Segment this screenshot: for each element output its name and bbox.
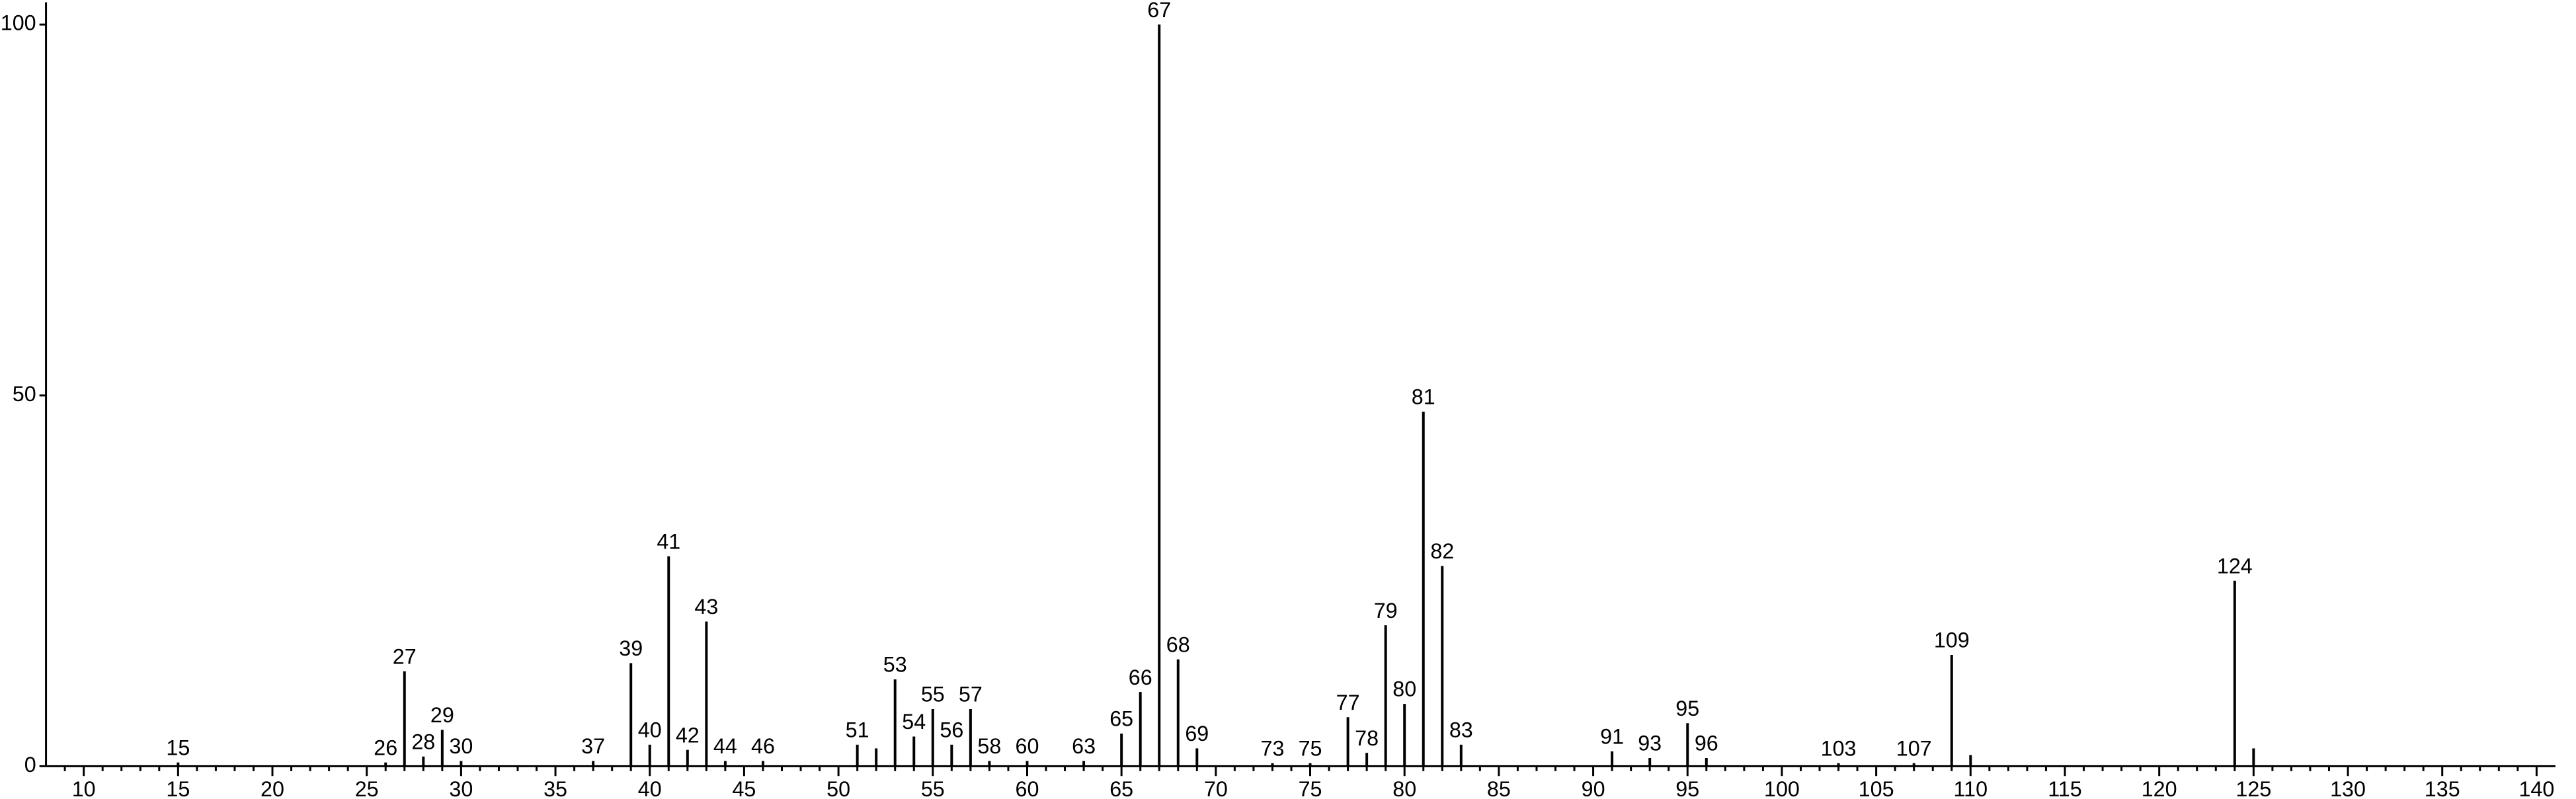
peak-label: 57 (959, 683, 983, 706)
peak-label: 29 (430, 703, 454, 727)
peak-label: 65 (1109, 707, 1133, 731)
x-tick-label: 45 (732, 777, 756, 799)
peak-label: 93 (1638, 732, 1662, 755)
x-tick-label: 140 (2518, 777, 2554, 799)
peak-label: 66 (1129, 666, 1152, 689)
x-tick-label: 100 (1764, 777, 1800, 799)
peak-label: 51 (846, 718, 869, 742)
peak-label: 81 (1412, 385, 1435, 409)
x-tick-label: 115 (2048, 777, 2081, 799)
x-tick-label: 105 (1859, 777, 1894, 799)
peak-label: 78 (1355, 726, 1379, 750)
peak-label: 75 (1299, 737, 1322, 761)
peak-label: 27 (393, 644, 417, 668)
peak-label: 95 (1675, 697, 1699, 720)
peak-label: 68 (1166, 632, 1190, 656)
x-tick-label: 15 (166, 777, 190, 799)
x-tick-label: 30 (449, 777, 473, 799)
peak-label: 56 (940, 718, 963, 742)
x-tick-label: 75 (1299, 777, 1322, 799)
x-tick-label: 130 (2330, 777, 2366, 799)
x-tick-label: 60 (1016, 777, 1039, 799)
peak-label: 54 (902, 710, 926, 734)
x-tick-label: 120 (2142, 777, 2177, 799)
peak-label: 46 (751, 734, 775, 758)
peak-label: 39 (619, 636, 643, 660)
x-tick-label: 90 (1582, 777, 1605, 799)
peak-label: 80 (1392, 677, 1416, 701)
x-tick-label: 55 (921, 777, 945, 799)
x-tick-label: 10 (72, 777, 96, 799)
peak-label: 63 (1072, 734, 1096, 758)
peak-label: 37 (581, 734, 605, 758)
peak-label: 124 (2217, 554, 2253, 578)
peak-label: 41 (657, 529, 680, 553)
x-tick-label: 70 (1204, 777, 1228, 799)
peak-label: 26 (374, 736, 397, 759)
x-tick-label: 50 (826, 777, 850, 799)
peak-label: 60 (1016, 734, 1039, 758)
peak-label: 67 (1147, 0, 1171, 22)
peak-label: 28 (411, 730, 435, 753)
peak-label: 43 (694, 595, 718, 619)
peak-label: 109 (1934, 628, 1970, 652)
peak-label: 44 (713, 734, 737, 758)
peak-label: 55 (921, 683, 945, 706)
x-tick-label: 35 (543, 777, 567, 799)
y-tick-label: 50 (13, 382, 36, 406)
peak-label: 103 (1821, 737, 1857, 761)
peak-label: 83 (1449, 718, 1473, 742)
peak-label: 82 (1430, 539, 1454, 563)
peak-label: 40 (638, 718, 662, 742)
x-tick-label: 65 (1109, 777, 1133, 799)
x-tick-label: 95 (1675, 777, 1699, 799)
peak-label: 15 (166, 736, 190, 759)
y-tick-label: 100 (1, 11, 36, 35)
peak-label: 77 (1336, 691, 1360, 714)
peak-label: 91 (1600, 725, 1624, 749)
peak-label: 107 (1896, 737, 1932, 761)
peak-label: 69 (1185, 722, 1209, 745)
x-tick-label: 40 (638, 777, 662, 799)
x-tick-label: 20 (261, 777, 284, 799)
peak-label: 58 (977, 734, 1001, 758)
x-tick-label: 135 (2425, 777, 2460, 799)
x-tick-label: 25 (355, 777, 379, 799)
x-tick-label: 85 (1487, 777, 1511, 799)
peak-label: 96 (1695, 732, 1718, 755)
y-tick-label: 0 (24, 753, 36, 777)
peak-label: 30 (449, 734, 473, 758)
peak-label: 42 (676, 723, 700, 747)
x-tick-label: 125 (2235, 777, 2271, 799)
x-tick-label: 110 (1954, 777, 1988, 799)
x-tick-label: 80 (1392, 777, 1416, 799)
peak-label: 73 (1260, 737, 1284, 761)
peak-label: 53 (883, 653, 907, 677)
peak-label: 79 (1374, 599, 1398, 623)
